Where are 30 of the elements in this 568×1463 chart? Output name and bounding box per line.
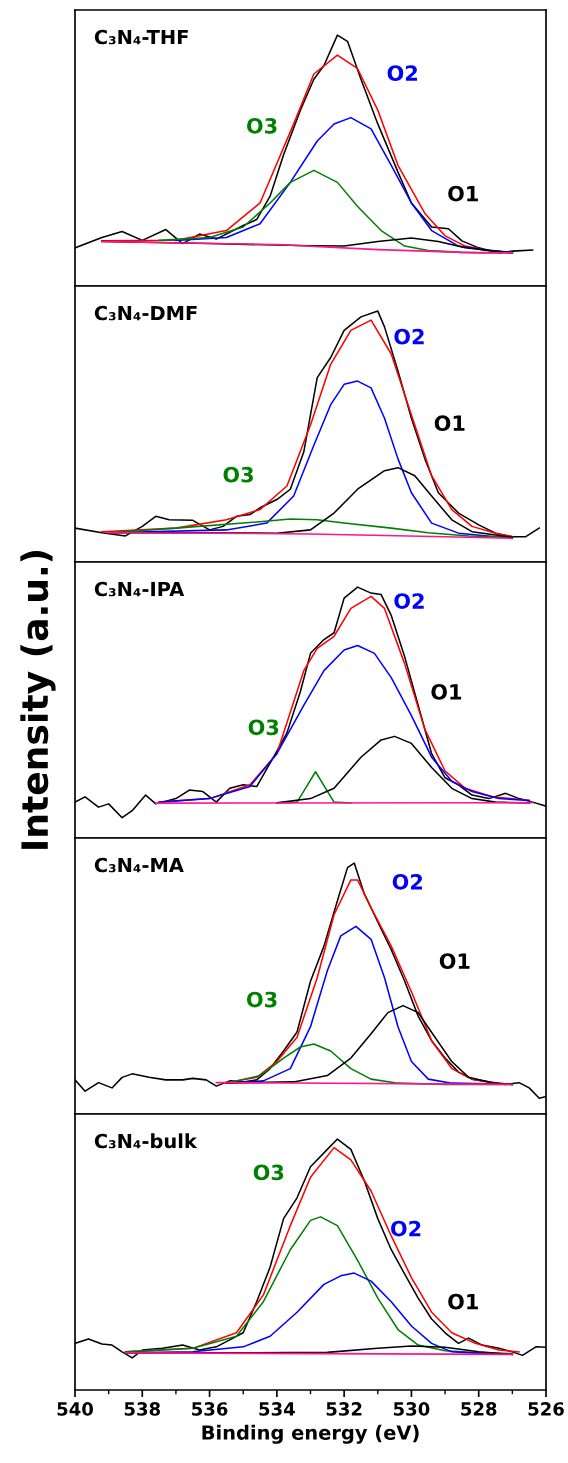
text: O3 (246, 991, 277, 1008)
text: O1 (439, 953, 470, 969)
series-label: O1 (448, 185, 478, 202)
chart-title: C₃N₄-DMF (94, 305, 197, 321)
text: O3 (246, 117, 277, 134)
x-tick-label: 534 (259, 1402, 295, 1416)
y-axis-title: Intensity (a.u.) (20, 550, 56, 849)
x-tick-label: 528 (461, 1402, 497, 1416)
x-tick-label: 536 (192, 1402, 228, 1416)
text: O3 (253, 1164, 284, 1181)
x-tick-label: 526 (528, 1402, 564, 1416)
text: O2 (394, 328, 424, 345)
text: O2 (387, 65, 417, 82)
chart-title: C₃N₄-bulk (94, 1133, 198, 1149)
series-label: O3 (223, 466, 253, 483)
text: O1 (431, 684, 462, 700)
x-axis-title: Binding energy (eV) (202, 1424, 419, 1444)
text: O2 (394, 593, 424, 609)
chart-title: C₃N₄-THF (94, 29, 188, 45)
series-label: O1 (448, 1293, 478, 1310)
chart-title: C₃N₄-MA (94, 857, 184, 873)
text: O1 (434, 415, 465, 432)
x-tick-label: 540 (57, 1402, 93, 1416)
text: O2 (390, 1220, 421, 1237)
x-tick-label: 530 (393, 1402, 430, 1416)
text: O3 (248, 719, 279, 736)
x-tick-label: 532 (326, 1402, 362, 1416)
chart-title: C₃N₄-IPA (94, 581, 185, 597)
text: O2 (392, 873, 423, 890)
x-tick-label: 538 (124, 1402, 161, 1416)
